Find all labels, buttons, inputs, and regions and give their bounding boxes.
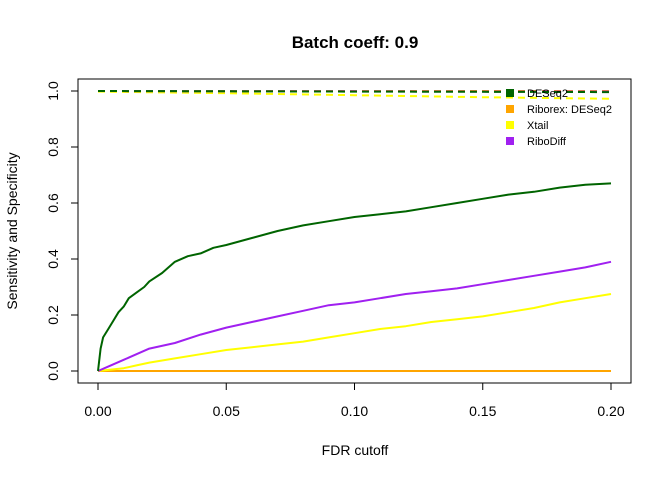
chart-title: Batch coeff: 0.9 xyxy=(292,33,419,52)
series-line-ribodiff-sensitivity xyxy=(97,260,612,372)
series-line-deseq2-sensitivity xyxy=(97,182,612,372)
x-tick-label: 0.10 xyxy=(341,403,368,419)
x-tick-label: 0.00 xyxy=(84,403,111,419)
y-axis: 0.0 0.2 0.4 0.6 0.8 1.0 xyxy=(45,81,78,381)
y-axis-label: Sensitivity and Specificity xyxy=(4,152,20,309)
legend-swatch xyxy=(506,121,514,129)
y-tick-label: 0.0 xyxy=(45,361,61,381)
y-tick-label: 0.4 xyxy=(45,249,61,269)
legend-label: DESeq2 xyxy=(527,88,568,100)
legend-swatch xyxy=(506,89,514,97)
series-line-xtail-specificity xyxy=(97,90,612,100)
y-tick-label: 0.6 xyxy=(45,193,61,213)
series-line-deseq2-specificity xyxy=(97,90,612,94)
legend-label: RiboDiff xyxy=(527,136,567,148)
series-line-xtail-sensitivity xyxy=(97,293,612,372)
y-tick-label: 0.2 xyxy=(45,305,61,325)
legend: DESeq2 Riborex: DESeq2 Xtail RiboDiff xyxy=(506,88,612,148)
x-tick-label: 0.20 xyxy=(597,403,624,419)
legend-swatch xyxy=(506,105,514,113)
series-layer xyxy=(97,90,612,372)
y-tick-label: 1.0 xyxy=(45,81,61,101)
legend-label: Riborex: DESeq2 xyxy=(527,104,612,116)
x-axis: 0.00 0.05 0.10 0.15 0.20 xyxy=(84,383,625,419)
x-axis-label: FDR cutoff xyxy=(322,442,389,458)
x-tick-label: 0.15 xyxy=(469,403,496,419)
y-tick-label: 0.8 xyxy=(45,137,61,157)
legend-label: Xtail xyxy=(527,120,548,132)
x-tick-label: 0.05 xyxy=(213,403,240,419)
legend-swatch xyxy=(506,137,514,145)
